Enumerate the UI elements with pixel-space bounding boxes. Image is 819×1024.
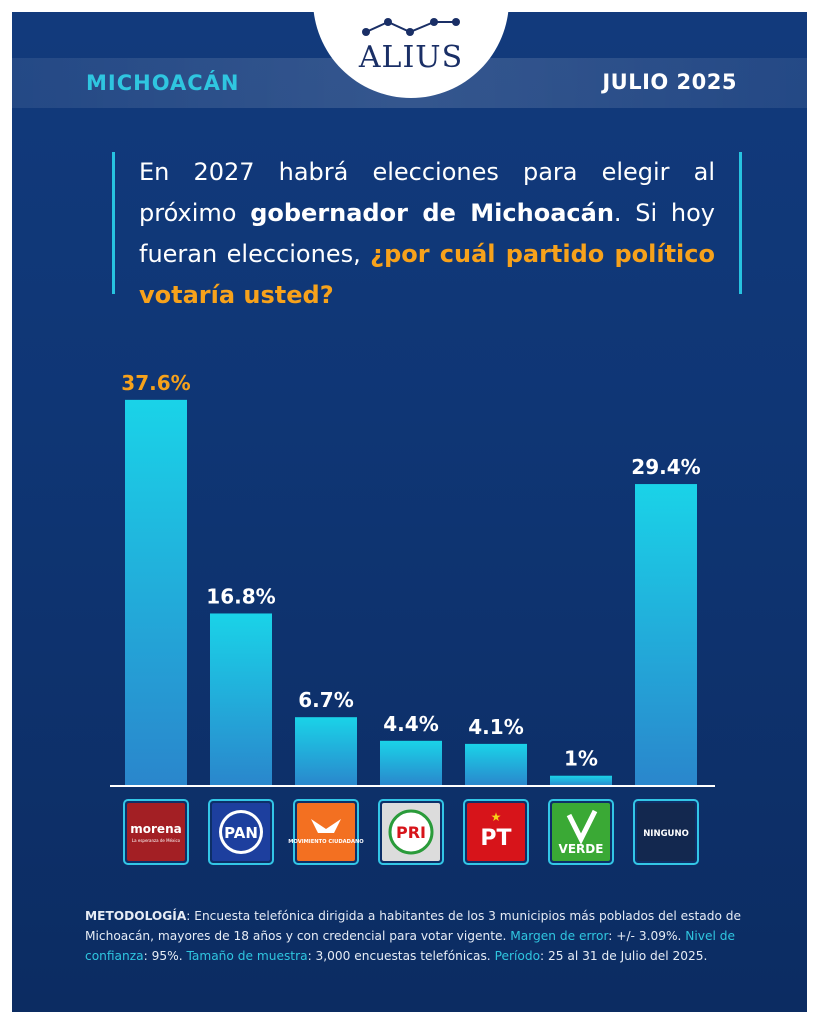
text-segment: ¿por cuál partido político votaría usted…	[139, 240, 715, 309]
value-label: 37.6%	[121, 371, 190, 395]
text-segment: : Encuesta telefónica dirigida a habitan…	[85, 909, 742, 943]
category-label: MOVIMIENTO CIUDADANO	[288, 839, 364, 845]
text-segment: Margen de error	[510, 929, 609, 943]
party-logo	[552, 803, 610, 861]
question: En 2027 habrá elecciones para elegir al …	[139, 152, 715, 316]
value-label: 6.7%	[298, 688, 353, 712]
value-label: 4.1%	[468, 715, 523, 739]
text-segment: En 2027 habrá elecciones para elegir al …	[139, 158, 715, 227]
check	[566, 809, 598, 845]
bar	[635, 484, 697, 786]
bar	[295, 717, 357, 786]
text-segment: : 95%.	[143, 949, 187, 963]
text-segment: gobernador de Michoacán	[250, 199, 614, 227]
region: MICHOACÁN	[86, 71, 240, 95]
category-label: PRI	[396, 823, 426, 842]
logo-ring	[388, 809, 434, 855]
text-segment: METODOLOGÍA	[85, 909, 187, 923]
category-label: morena	[130, 822, 181, 836]
value-label: 1%	[564, 747, 598, 771]
question-box: En 2027 habrá elecciones para elegir al …	[112, 152, 742, 309]
star: ★	[491, 810, 502, 824]
chart: 37.6% 16.8% 6.7% 4.4% 4.1% 1% 29.4% morena La es…	[110, 371, 715, 865]
text-segment: Nivel de confianza	[85, 929, 736, 963]
logo-frame	[378, 799, 444, 865]
category-label: PT	[480, 826, 511, 851]
text-segment: : 3,000 encuestas telefónicas.	[307, 949, 495, 963]
logo-frame	[208, 799, 274, 865]
bar	[550, 775, 612, 786]
text-segment: : +/- 3.09%.	[608, 929, 686, 943]
party-logo	[127, 803, 185, 861]
category-label: PAN	[224, 824, 258, 842]
date: JULIO 2025	[602, 70, 737, 94]
logo-ring	[222, 813, 260, 851]
brand: ALIUS	[358, 40, 464, 75]
party-logo	[467, 803, 525, 861]
category-label: VERDE	[559, 842, 604, 856]
logo-icon	[362, 18, 460, 36]
value-label: 16.8%	[206, 584, 275, 608]
bar	[465, 743, 527, 786]
text-segment: . Si hoy fueran elecciones,	[139, 199, 716, 268]
methodology: METODOLOGÍA: Encuesta telefónica dirigid…	[85, 906, 750, 966]
logo-frame	[463, 799, 529, 865]
logo-frame	[293, 799, 359, 865]
eagle	[311, 819, 341, 833]
text-segment: Tamaño de muestra	[186, 949, 308, 963]
party-logo	[637, 803, 695, 861]
value-label: 29.4%	[631, 455, 700, 479]
bar	[380, 740, 442, 786]
bar	[125, 399, 187, 786]
card: MICHOACÁN JULIO 2025 ALIUS En 2027 habrá…	[12, 12, 807, 1012]
logo-frame	[548, 799, 614, 865]
logo-frame	[633, 799, 699, 865]
text-segment: Período	[494, 949, 541, 963]
category-label: NINGUNO	[643, 829, 689, 839]
value-label: 4.4%	[383, 712, 438, 736]
tagline: La esperanza de México	[132, 838, 181, 843]
logo-frame	[123, 799, 189, 865]
text-segment: : 25 al 31 de Julio del 2025.	[540, 949, 708, 963]
bar	[210, 613, 272, 786]
